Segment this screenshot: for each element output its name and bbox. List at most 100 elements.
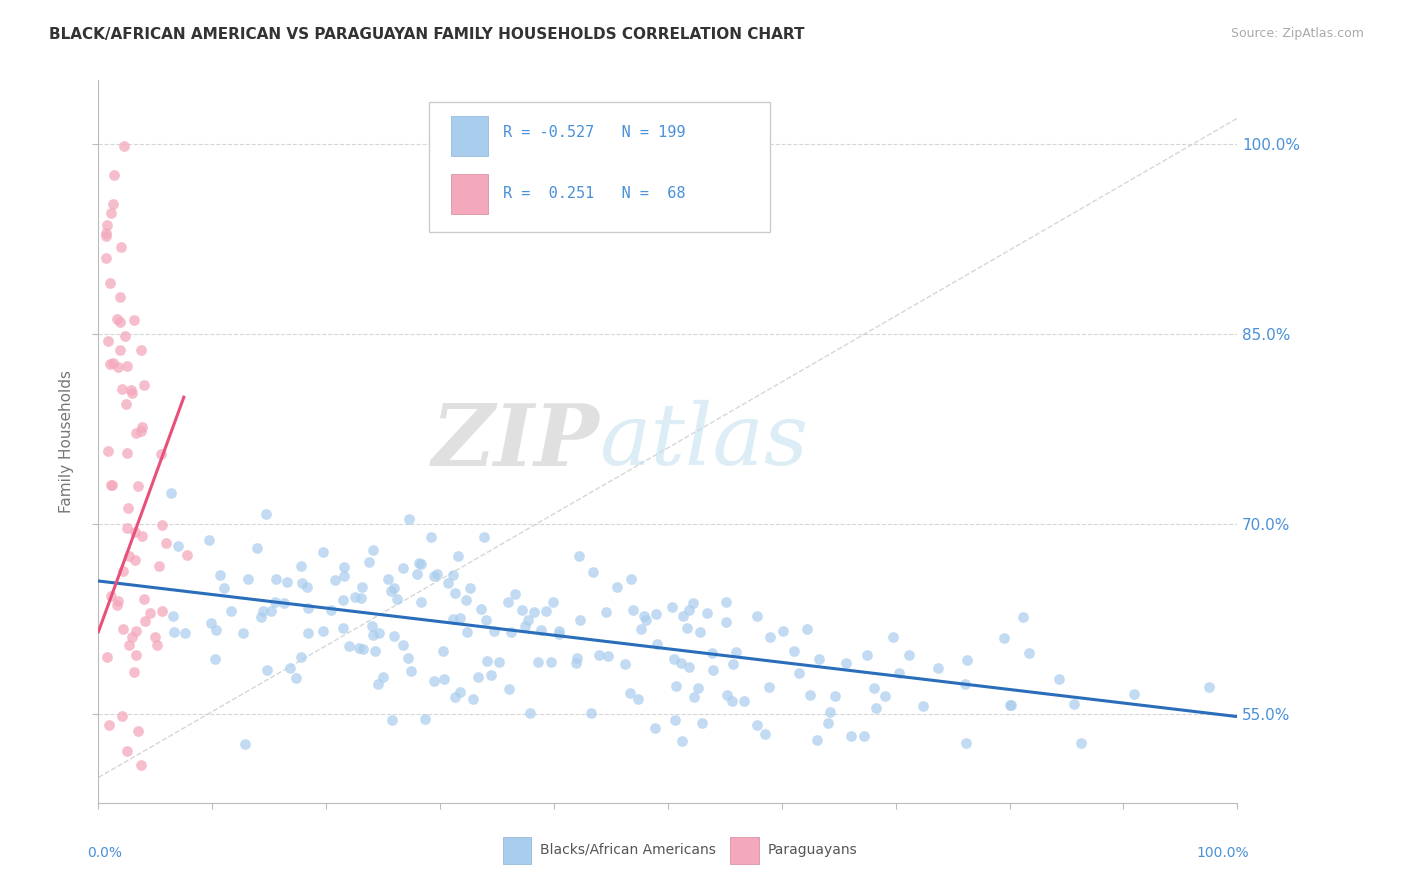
- Point: [513, 619, 536, 633]
- Point: [630, 622, 652, 636]
- Point: [347, 640, 370, 655]
- Point: [721, 657, 744, 671]
- Point: [567, 650, 589, 665]
- Point: [162, 608, 184, 623]
- FancyBboxPatch shape: [429, 102, 770, 232]
- Point: [264, 573, 287, 587]
- Point: [254, 507, 277, 521]
- Point: [432, 644, 454, 658]
- Point: [665, 679, 688, 693]
- Point: [721, 694, 744, 708]
- Point: [747, 608, 769, 623]
- Text: Source: ZipAtlas.com: Source: ZipAtlas.com: [1230, 27, 1364, 40]
- Point: [344, 590, 367, 604]
- Point: [530, 623, 553, 637]
- Point: [1198, 681, 1220, 695]
- Point: [273, 596, 295, 610]
- Point: [103, 196, 125, 211]
- Point: [94, 252, 117, 266]
- Point: [889, 666, 911, 681]
- Point: [1063, 697, 1085, 711]
- Point: [808, 652, 831, 666]
- Point: [772, 624, 794, 638]
- Point: [472, 530, 495, 544]
- Point: [110, 240, 132, 254]
- Point: [481, 668, 503, 682]
- Point: [124, 524, 146, 539]
- Point: [233, 737, 256, 751]
- Point: [100, 206, 122, 220]
- Point: [661, 600, 683, 615]
- Point: [724, 645, 747, 659]
- Text: Blacks/African Americans: Blacks/African Americans: [540, 843, 716, 856]
- Point: [433, 672, 456, 686]
- Point: [260, 604, 283, 618]
- Point: [121, 630, 143, 644]
- Point: [368, 626, 391, 640]
- Point: [745, 718, 768, 732]
- Point: [129, 758, 152, 772]
- Point: [702, 663, 724, 677]
- Point: [176, 548, 198, 562]
- Point: [114, 397, 136, 411]
- Point: [799, 688, 821, 702]
- Point: [100, 589, 122, 603]
- Point: [396, 650, 419, 665]
- Point: [700, 646, 723, 660]
- Point: [363, 628, 385, 642]
- Point: [645, 636, 668, 650]
- Point: [97, 444, 120, 458]
- Point: [865, 700, 887, 714]
- Point: [367, 677, 389, 691]
- Point: [398, 512, 420, 526]
- Point: [115, 359, 138, 374]
- Point: [125, 624, 148, 639]
- Point: [219, 604, 242, 618]
- Point: [232, 626, 254, 640]
- Point: [671, 734, 693, 748]
- Point: [696, 606, 718, 620]
- Point: [420, 530, 443, 544]
- Point: [621, 603, 644, 617]
- Point: [107, 359, 129, 374]
- Point: [441, 568, 464, 582]
- Point: [444, 586, 467, 600]
- Point: [96, 219, 118, 233]
- Point: [134, 592, 156, 607]
- Point: [499, 625, 522, 640]
- Point: [714, 615, 737, 630]
- Point: [998, 698, 1021, 712]
- Point: [134, 614, 156, 628]
- Point: [669, 656, 692, 670]
- Point: [290, 650, 312, 665]
- Point: [285, 671, 308, 685]
- Point: [131, 419, 153, 434]
- Point: [787, 666, 810, 681]
- Point: [125, 425, 148, 440]
- Point: [152, 604, 174, 618]
- Point: [380, 584, 402, 599]
- Y-axis label: Family Households: Family Households: [59, 370, 75, 513]
- Point: [606, 580, 628, 594]
- Point: [437, 576, 460, 591]
- Point: [796, 623, 818, 637]
- Point: [291, 576, 314, 591]
- Point: [125, 648, 148, 662]
- Text: atlas: atlas: [599, 401, 808, 483]
- Point: [447, 549, 470, 563]
- Point: [105, 598, 128, 612]
- Point: [716, 688, 738, 702]
- Point: [264, 595, 287, 609]
- Point: [297, 601, 319, 615]
- Point: [645, 607, 668, 621]
- Point: [1047, 673, 1070, 687]
- Point: [132, 378, 155, 392]
- Point: [297, 580, 319, 594]
- Point: [117, 744, 139, 758]
- Point: [714, 595, 737, 609]
- Point: [371, 670, 394, 684]
- Point: [423, 673, 446, 688]
- Point: [118, 639, 141, 653]
- Point: [633, 609, 655, 624]
- Point: [503, 586, 526, 600]
